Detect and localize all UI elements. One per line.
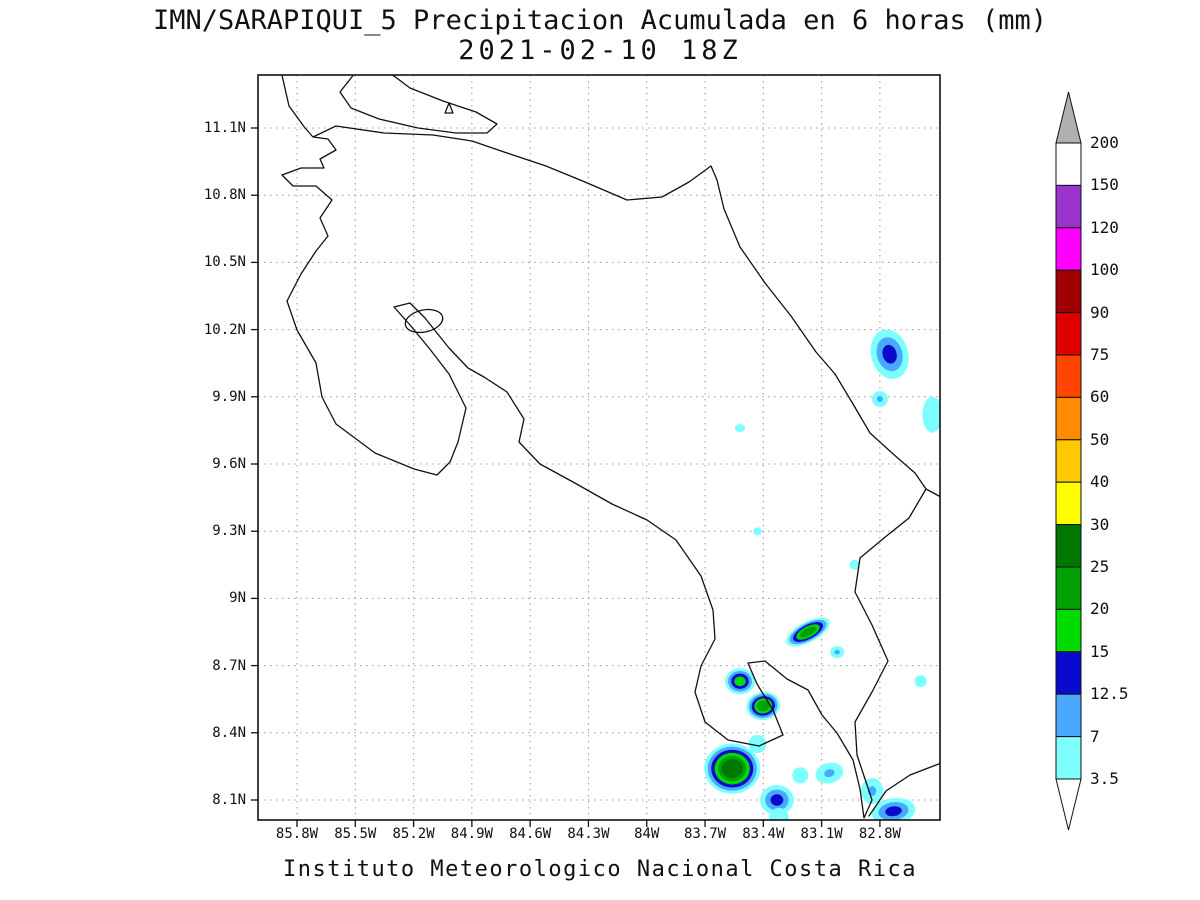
precip-contour-band (748, 735, 767, 753)
precip-contour-band (824, 769, 835, 778)
precip-contour-band (922, 396, 940, 433)
colorbar-tick-label: 30 (1090, 514, 1110, 534)
precipitation-shading (704, 329, 940, 820)
precip-contour-band (849, 559, 860, 570)
colorbar-cell (1055, 566, 1082, 610)
colorbar-tick-label: 40 (1090, 472, 1110, 492)
precip-contour-band (834, 649, 840, 655)
chart-caption: Instituto Meteorologico Nacional Costa R… (282, 857, 918, 882)
precip-contour-band (770, 794, 784, 806)
colorbar-tick-label: 7 (1090, 726, 1100, 746)
axis-ticks (251, 127, 881, 827)
colorbar-tick-label: 100 (1090, 260, 1119, 280)
colorbar-cell (1055, 693, 1082, 738)
colorbar-tick-label: 50 (1090, 429, 1110, 449)
colorbar-cell (1055, 269, 1082, 314)
chart-title: IMN/SARAPIQUI_5 Precipitacion Acumulada … (152, 5, 1048, 36)
colorbar-over-arrow (1055, 91, 1082, 144)
colorbar-tick-label: 90 (1090, 302, 1110, 322)
colorbar-cell (1055, 227, 1082, 271)
precip-contour-band (768, 807, 789, 820)
y-tick-label: 11.1N (203, 120, 246, 136)
isla-chira-outline (404, 308, 444, 334)
map-grid (258, 75, 940, 820)
precip-contour-band (756, 700, 770, 712)
colorbar-cell (1055, 439, 1082, 483)
colorbar-cell (1055, 142, 1082, 186)
precip-contour-band (885, 806, 902, 817)
colorbar-tick-label: 3.5 (1090, 769, 1119, 788)
colorbar-cell (1055, 312, 1082, 356)
x-tick-label: 84.6W (509, 826, 552, 842)
colorbar-under-arrow (1055, 778, 1082, 831)
x-tick-label: 84W (634, 826, 660, 842)
y-tick-label: 10.8N (203, 187, 246, 204)
colorbar-cell (1055, 608, 1082, 653)
precip-contour-band (882, 344, 897, 364)
y-tick-label: 10.5N (203, 254, 246, 271)
precip-contour-band (734, 424, 746, 433)
colorbar-tick-label: 12.5 (1090, 684, 1129, 704)
chart-subtitle: 2021-02-10 18Z (458, 35, 742, 66)
lake-nicaragua-shore (339, 75, 498, 134)
precip-contour-band (914, 675, 927, 688)
x-tick-label: 85.2W (392, 826, 435, 842)
coastline-layer (281, 75, 940, 819)
x-tick-label: 82.8W (858, 826, 901, 842)
precip-contour-band (753, 527, 762, 536)
colorbar-cell (1055, 481, 1082, 526)
costa-rica-outline (281, 75, 927, 819)
y-tick-label: 10.2N (203, 321, 246, 338)
colorbar-tick-label: 150 (1090, 175, 1119, 195)
lake-island (444, 102, 454, 114)
colorbar-tick-label: 60 (1090, 387, 1110, 407)
colorbar-cell (1055, 736, 1082, 780)
colorbar-cell (1055, 524, 1082, 568)
panama-pacific-coast (868, 762, 940, 817)
colorbar-cell (1055, 354, 1082, 398)
x-tick-label: 83.7W (683, 826, 727, 842)
colorbar-tick-label: 25 (1090, 557, 1110, 576)
precip-contour-band (721, 759, 743, 779)
precip-contour-band (799, 626, 817, 638)
colorbar-cell (1055, 651, 1082, 695)
precip-contour-band (876, 395, 883, 403)
colorbar-tick-label: 200 (1090, 133, 1119, 152)
y-tick-label: 8.7N (212, 657, 246, 674)
x-tick-label: 85.5W (334, 826, 377, 842)
x-tick-label: 84.9W (450, 826, 493, 842)
colorbar-tick-label: 20 (1090, 599, 1110, 619)
panama-caribbean-coast (925, 488, 940, 498)
x-tick-label: 84.3W (567, 826, 610, 842)
y-tick-label: 8.1N (212, 792, 246, 808)
colorbar-tick-label: 120 (1090, 217, 1119, 237)
colorbar-cell (1055, 184, 1082, 229)
x-tick-label: 83.1W (800, 826, 843, 842)
colorbar-tick-label: 75 (1090, 345, 1110, 364)
colorbar-cell (1055, 396, 1082, 441)
precip-contour-band (734, 676, 746, 687)
colorbar (1055, 91, 1082, 831)
colorbar-tick-label: 15 (1090, 641, 1110, 661)
y-tick-label: 8.4N (212, 724, 246, 741)
x-tick-label: 85.8W (275, 826, 319, 842)
map-frame (257, 74, 941, 821)
precip-contour-band (792, 767, 809, 784)
y-tick-label: 9.3N (212, 523, 246, 540)
x-tick-label: 83.4W (742, 826, 785, 842)
y-tick-label: 9N (229, 590, 246, 607)
y-tick-label: 9.6N (212, 456, 246, 472)
y-tick-label: 9.9N (212, 388, 246, 405)
